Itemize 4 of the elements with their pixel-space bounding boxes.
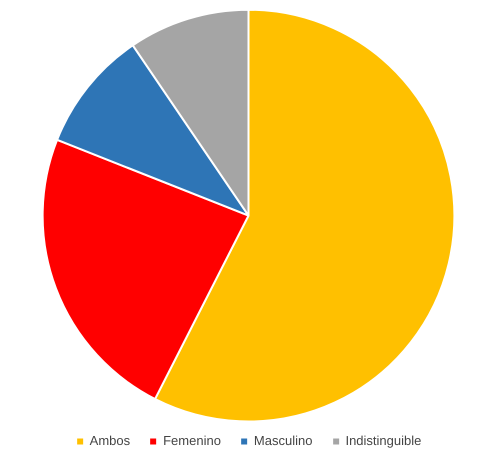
legend-label: Femenino — [163, 433, 221, 448]
legend-label: Indistinguible — [345, 433, 422, 448]
legend-label: Ambos — [90, 433, 130, 448]
legend-label: Masculino — [254, 433, 312, 448]
